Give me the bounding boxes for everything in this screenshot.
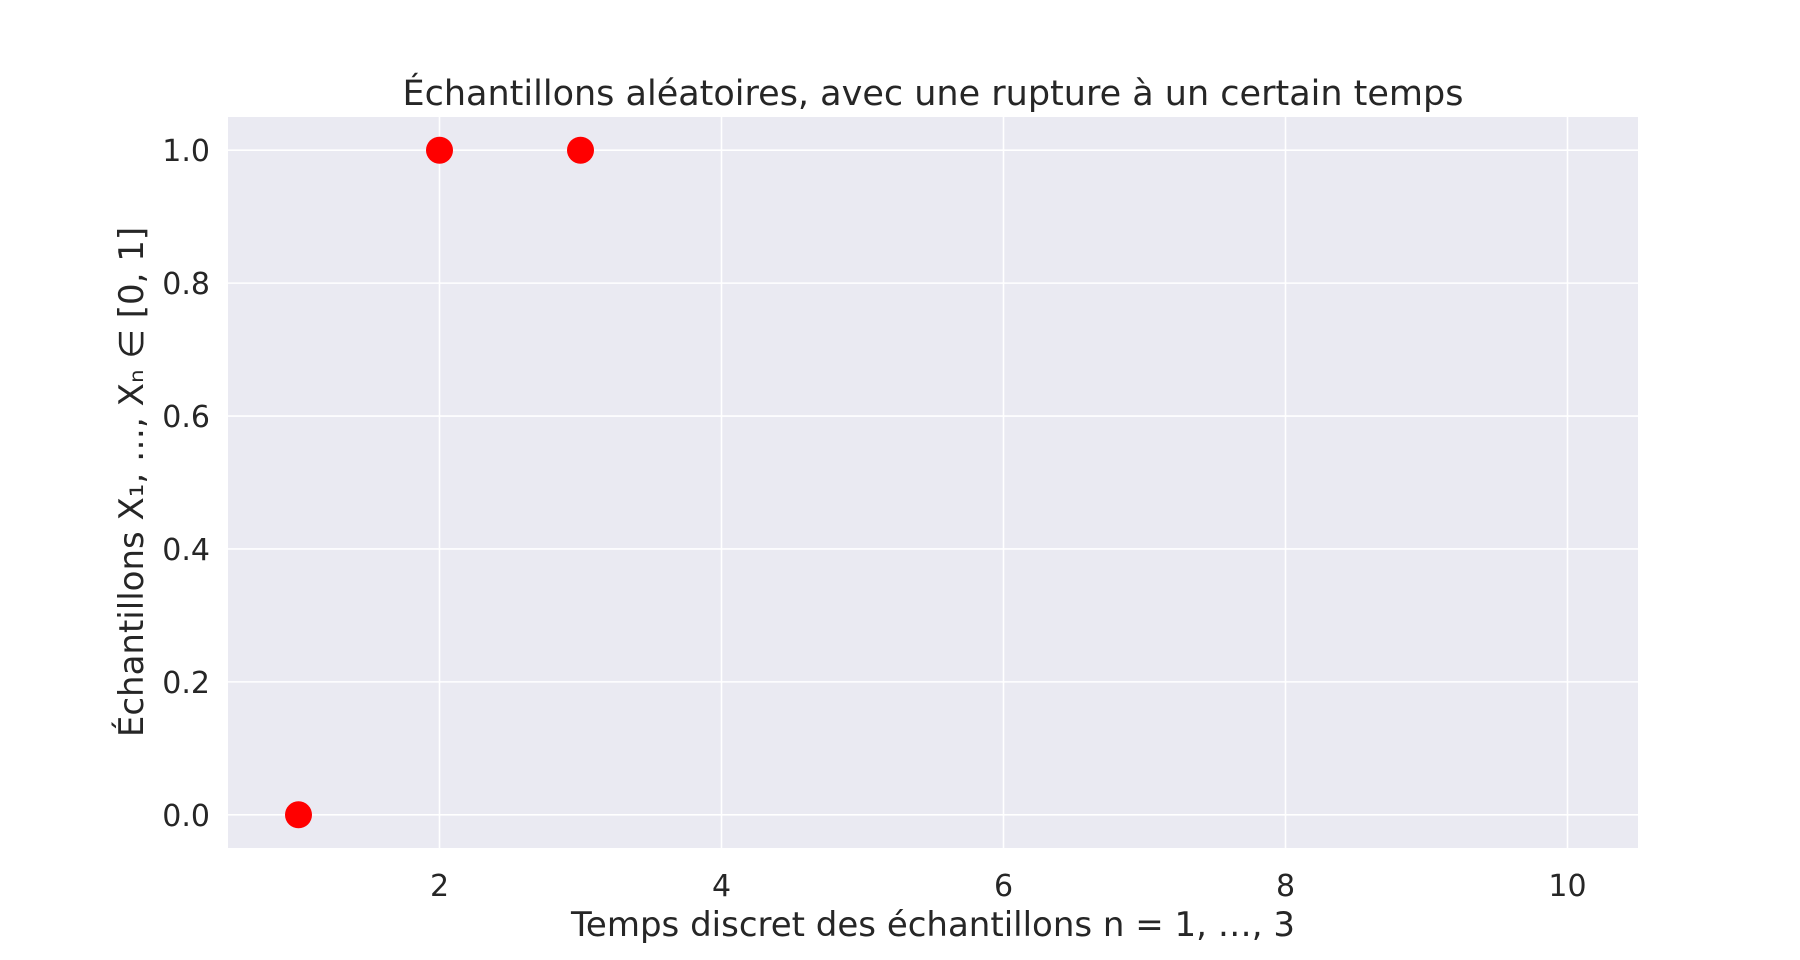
plot-background bbox=[228, 117, 1638, 848]
x-tick-label: 2 bbox=[430, 869, 449, 904]
y-tick-label: 0.8 bbox=[162, 267, 210, 302]
data-point bbox=[285, 801, 312, 829]
chart-title: Échantillons aléatoires, avec une ruptur… bbox=[403, 72, 1464, 114]
y-tick-label: 0.2 bbox=[162, 666, 210, 701]
y-axis-label: Échantillons X₁, …, Xₙ ∈ [0, 1] bbox=[111, 227, 152, 737]
data-point bbox=[426, 136, 453, 164]
x-axis-label: Temps discret des échantillons n = 1, …,… bbox=[570, 905, 1295, 945]
x-tick-label: 4 bbox=[712, 869, 731, 904]
x-tick-labels: 2 4 6 8 10 bbox=[430, 869, 1587, 904]
x-gridlines bbox=[438, 117, 1569, 848]
x-tick-label: 8 bbox=[1276, 869, 1295, 904]
x-tick-label: 6 bbox=[994, 869, 1013, 904]
data-points bbox=[285, 136, 594, 829]
y-tick-label: 0.0 bbox=[162, 799, 210, 834]
y-tick-label: 1.0 bbox=[162, 134, 210, 169]
y-tick-label: 0.4 bbox=[162, 533, 210, 568]
data-point bbox=[567, 136, 594, 164]
x-tick-label: 10 bbox=[1548, 869, 1586, 904]
y-gridlines bbox=[228, 149, 1638, 816]
y-tick-labels: 0.0 0.2 0.4 0.6 0.8 1.0 bbox=[162, 134, 210, 834]
y-tick-label: 0.6 bbox=[162, 400, 210, 435]
